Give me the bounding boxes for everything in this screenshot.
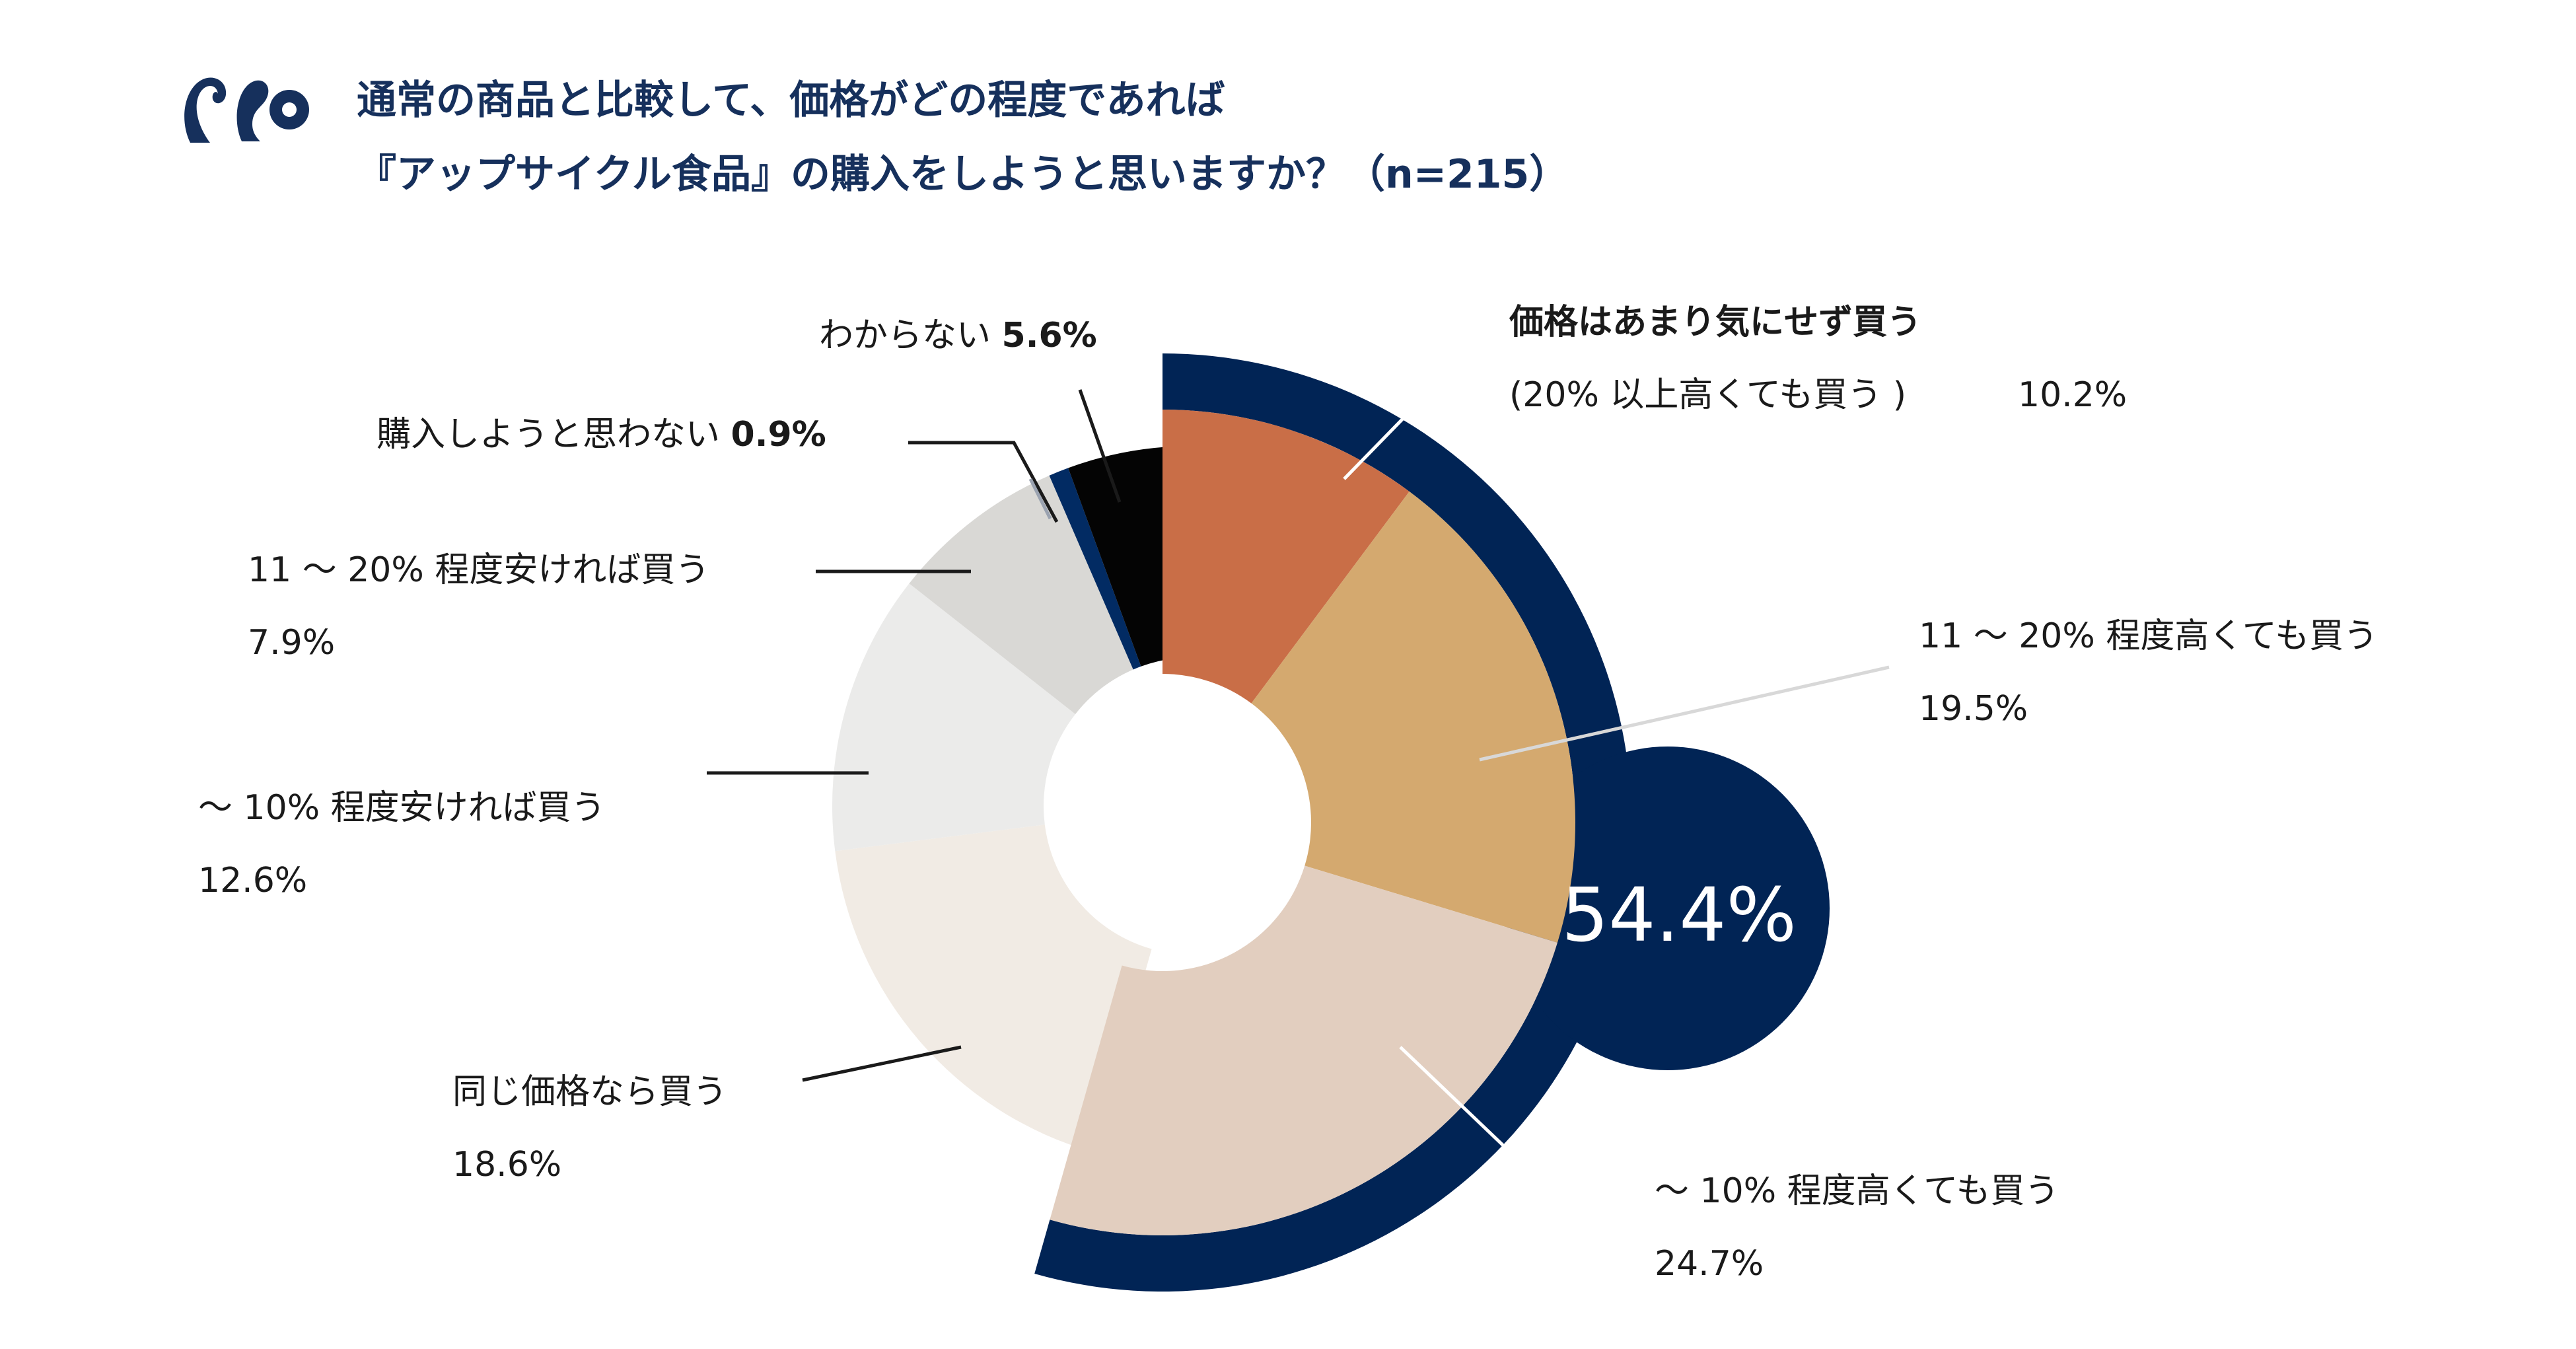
slice-value-6: 7.9% <box>248 623 335 663</box>
pie-slice-4 <box>835 824 1152 1153</box>
leader-line-4 <box>802 1045 962 1082</box>
title-line-1: 通常の商品と比較して、価格がどの程度であれば <box>357 77 1225 124</box>
slice-value-3: 24.7% <box>1655 1244 1764 1284</box>
pie-slice-5 <box>832 583 1076 852</box>
leader-line-2 <box>1479 665 1890 762</box>
slice-label-8: わからない 5.6% <box>819 316 1097 355</box>
slice-label-6-line-1: 11 〜 20% 程度安ければ買う <box>248 550 709 590</box>
pie-slice-6 <box>909 475 1133 714</box>
pie-slice-7 <box>1049 468 1141 670</box>
leader-line-tail <box>1028 478 1052 520</box>
slice-label-1-line-2: (20% 以上高くても買う ) <box>1509 375 1906 415</box>
slice-label-7: 購入しようと思わない 0.9% <box>376 415 826 455</box>
logo-icon <box>184 77 309 143</box>
pie-slice-1 <box>1163 410 1410 704</box>
slice-label-1-line-1: 価格はあまり気にせず買う <box>1509 303 1921 342</box>
highlight-value: 54.4% <box>1561 873 1797 959</box>
leader-line-1 <box>1343 346 1474 480</box>
leader-line-8 <box>1078 389 1122 503</box>
slice-value-4: 18.6% <box>452 1145 561 1185</box>
other-group <box>832 446 1192 1153</box>
slice-value-5: 12.6% <box>198 861 307 900</box>
pie-slice-3 <box>1050 865 1557 1235</box>
slice-label-3-line-1: 〜 10% 程度高くても買う <box>1655 1171 2059 1211</box>
pie-slice-2 <box>1251 492 1575 943</box>
slice-value-2: 19.5% <box>1919 689 2028 729</box>
slice-label-2-line-1: 11 〜 20% 程度高くても買う <box>1919 616 2378 656</box>
leader-line-3 <box>1399 1046 1618 1191</box>
chart-title: 通常の商品と比較して、価格がどの程度であれば 『アップサイクル食品』の購入をしよ… <box>357 63 1569 211</box>
highlight-bubble <box>1506 747 1830 1070</box>
title-line-2: 『アップサイクル食品』の購入をしようと思いますか？（n=215） <box>357 151 1569 198</box>
leader-line-7 <box>908 441 1059 523</box>
pie-slice-8 <box>1068 446 1192 667</box>
pay-more-group <box>1034 353 1830 1292</box>
slice-label-5-line-1: 〜 10% 程度安ければ買う <box>198 788 606 828</box>
slice-value-1: 10.2% <box>2018 375 2127 415</box>
slice-label-4-line-1: 同じ価格なら買う <box>452 1072 727 1112</box>
